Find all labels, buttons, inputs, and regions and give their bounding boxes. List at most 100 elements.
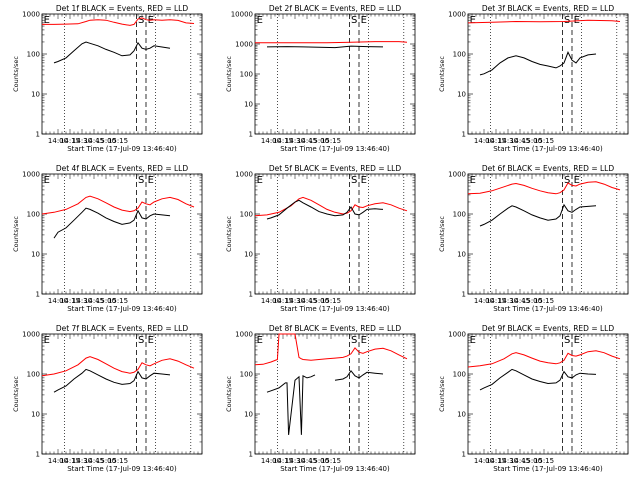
event-marker: S — [351, 175, 357, 186]
event-marker: E — [574, 175, 580, 186]
x-tick-label: 14:30 — [72, 297, 92, 305]
x-tick-label: 14:45 — [297, 457, 317, 465]
series-line-black-events — [479, 51, 597, 76]
x-axis-label: Start Time (17-Jul-09 13:46:40) — [280, 305, 390, 313]
event-marker: E — [257, 175, 263, 186]
chart-title: Det 7f BLACK = Events, RED = LLD — [56, 324, 189, 333]
x-tick-label: 14:30 — [72, 137, 92, 145]
x-tick-label: 15:15 — [108, 137, 128, 145]
chart-title: Det 6f BLACK = Events, RED = LLD — [482, 164, 615, 173]
y-axis-label: Counts/sec — [438, 216, 446, 252]
y-tick-label: 1000 — [235, 171, 253, 179]
series-line-red-lld — [467, 181, 621, 195]
plot-frame — [41, 13, 203, 135]
y-tick-label: 10 — [31, 251, 40, 259]
x-tick-label: 14:15 — [273, 297, 293, 305]
y-axis-label: Counts/sec — [438, 376, 446, 412]
x-tick-label: 15:00 — [522, 297, 542, 305]
x-tick-label: 14:00 — [48, 297, 68, 305]
y-tick-label: 1 — [249, 291, 253, 299]
event-marker: E — [257, 15, 263, 26]
x-tick-label: 15:15 — [321, 297, 341, 305]
y-tick-label: 100 — [240, 371, 253, 379]
y-axis-label: Counts/sec — [12, 376, 20, 412]
x-tick-label: 15:15 — [321, 137, 341, 145]
event-marker: E — [44, 175, 50, 186]
y-tick-label: 1000 — [448, 331, 466, 339]
x-tick-label: 15:15 — [321, 457, 341, 465]
y-tick-label: 1 — [462, 131, 466, 139]
y-tick-label: 1 — [462, 451, 466, 459]
plot-frame — [41, 173, 203, 295]
series-line-black-events — [53, 41, 171, 64]
chart-title: Det 4f BLACK = Events, RED = LLD — [56, 164, 189, 173]
x-tick-label: 14:30 — [498, 457, 518, 465]
x-tick-label: 15:00 — [96, 137, 116, 145]
y-tick-label: 1000 — [22, 11, 40, 19]
event-marker: S — [564, 335, 570, 346]
y-tick-label: 10 — [457, 411, 466, 419]
event-marker: S — [138, 335, 144, 346]
x-tick-label: 14:15 — [486, 457, 506, 465]
y-tick-label: 1 — [249, 131, 253, 139]
x-tick-label: 14:15 — [273, 457, 293, 465]
x-tick-label: 14:15 — [486, 137, 506, 145]
x-tick-label: 14:00 — [474, 137, 494, 145]
series-line-black-events — [53, 207, 171, 239]
x-tick-label: 15:15 — [534, 457, 554, 465]
series-line-red-lld — [41, 195, 195, 215]
event-marker: E — [361, 335, 367, 346]
x-axis-label: Start Time (17-Jul-09 13:46:40) — [67, 145, 177, 153]
x-tick-label: 15:15 — [108, 457, 128, 465]
event-marker: E — [44, 15, 50, 26]
y-tick-label: 10 — [457, 251, 466, 259]
x-axis-label: Start Time (17-Jul-09 13:46:40) — [280, 145, 390, 153]
y-tick-label: 10 — [31, 91, 40, 99]
event-marker: E — [148, 335, 154, 346]
event-marker: E — [361, 15, 367, 26]
event-marker: E — [361, 175, 367, 186]
x-axis-label: Start Time (17-Jul-09 13:46:40) — [493, 465, 603, 473]
y-tick-label: 1 — [36, 291, 40, 299]
event-marker: E — [148, 175, 154, 186]
event-marker: S — [138, 15, 144, 26]
y-tick-label: 100 — [240, 71, 253, 79]
chart-title: Det 5f BLACK = Events, RED = LLD — [269, 164, 402, 173]
x-tick-label: 14:00 — [48, 137, 68, 145]
plot-frame — [467, 13, 629, 135]
x-tick-label: 15:15 — [534, 137, 554, 145]
y-tick-label: 1 — [249, 451, 253, 459]
x-tick-label: 15:15 — [534, 297, 554, 305]
y-tick-label: 10000 — [231, 11, 253, 19]
x-tick-label: 14:00 — [261, 457, 281, 465]
series-line-red-lld — [255, 41, 408, 44]
x-tick-label: 15:00 — [309, 137, 329, 145]
plot-frame — [467, 173, 629, 295]
y-tick-label: 10 — [244, 251, 253, 259]
x-tick-label: 14:15 — [60, 297, 80, 305]
event-marker: E — [470, 335, 476, 346]
x-tick-label: 14:45 — [297, 297, 317, 305]
x-tick-label: 14:15 — [60, 457, 80, 465]
y-axis-label: Counts/sec — [225, 376, 233, 412]
y-axis-label: Counts/sec — [438, 56, 446, 92]
plot-frame — [467, 333, 629, 455]
y-tick-label: 1000 — [235, 331, 253, 339]
x-axis-label: Start Time (17-Jul-09 13:46:40) — [280, 465, 390, 473]
y-axis-label: Counts/sec — [225, 216, 233, 252]
x-tick-label: 14:15 — [486, 297, 506, 305]
x-tick-label: 14:00 — [474, 457, 494, 465]
plot-frame — [254, 173, 416, 295]
y-tick-label: 100 — [27, 51, 40, 59]
x-tick-label: 15:00 — [522, 137, 542, 145]
event-marker: E — [470, 175, 476, 186]
x-tick-label: 15:00 — [309, 457, 329, 465]
series-line-black-events — [266, 199, 384, 220]
x-axis-label: Start Time (17-Jul-09 13:46:40) — [493, 305, 603, 313]
y-tick-label: 100 — [240, 211, 253, 219]
y-tick-label: 10 — [31, 411, 40, 419]
y-axis-label: Counts/sec — [12, 216, 20, 252]
x-tick-label: 15:00 — [309, 297, 329, 305]
x-axis-label: Start Time (17-Jul-09 13:46:40) — [67, 465, 177, 473]
event-marker: E — [574, 335, 580, 346]
